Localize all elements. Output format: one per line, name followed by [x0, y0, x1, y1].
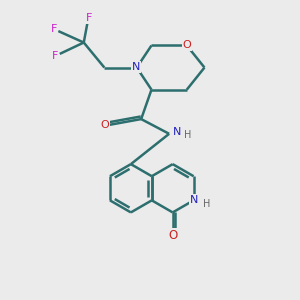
Text: N: N	[173, 127, 182, 137]
Text: F: F	[52, 51, 59, 62]
Text: F: F	[50, 24, 57, 34]
Text: H: H	[203, 199, 211, 209]
Text: O: O	[168, 229, 177, 242]
Text: O: O	[100, 120, 109, 130]
Text: N: N	[132, 62, 140, 72]
Text: N: N	[190, 195, 198, 205]
Text: O: O	[182, 40, 191, 50]
Text: H: H	[184, 130, 191, 140]
Text: F: F	[85, 14, 92, 23]
